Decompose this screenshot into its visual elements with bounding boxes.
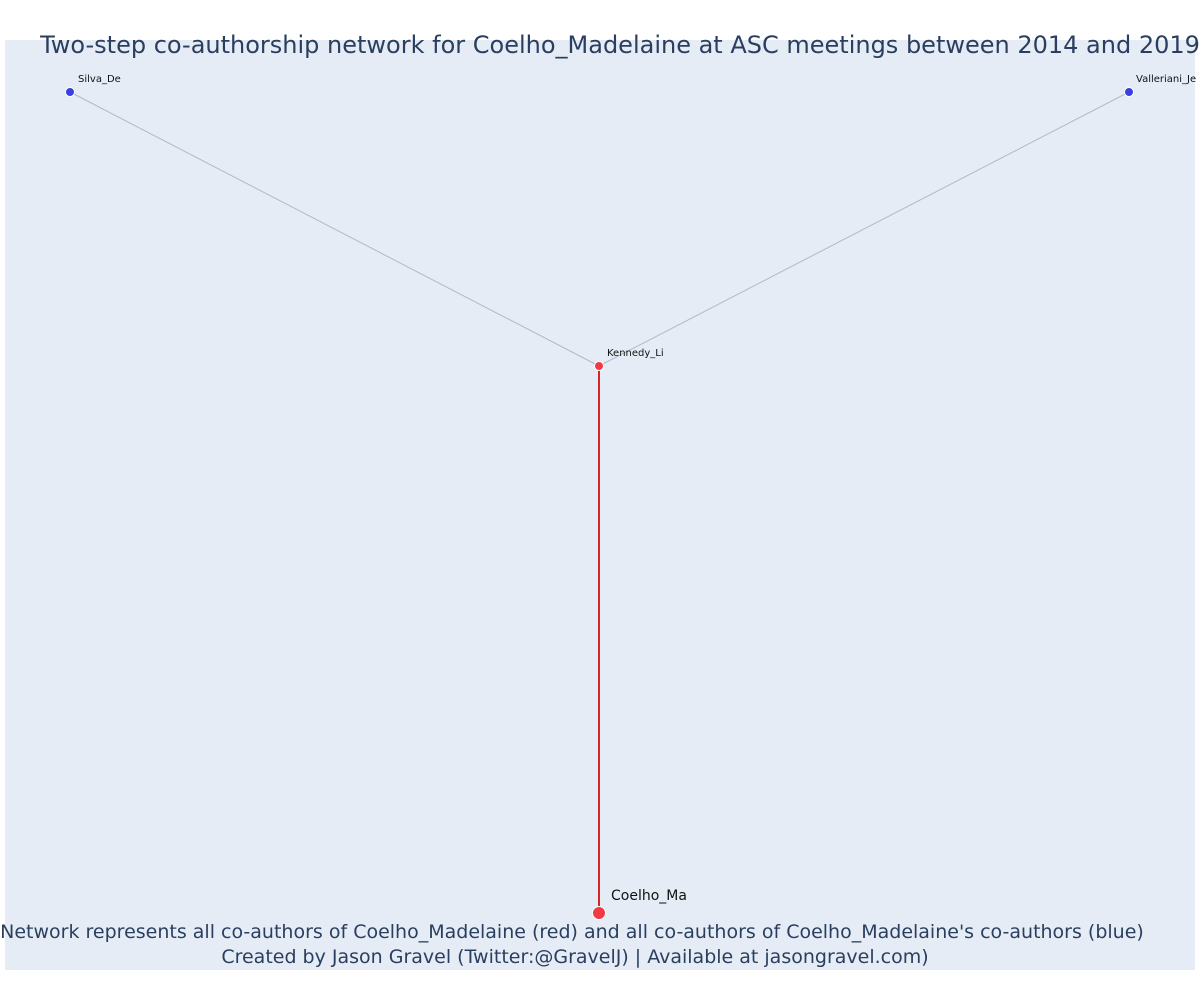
- node-Kennedy_Li[interactable]: [594, 361, 604, 371]
- node-label-Coelho_Ma: Coelho_Ma: [611, 888, 687, 904]
- nodes-layer: [65, 87, 1134, 920]
- node-Coelho_Ma[interactable]: [592, 906, 606, 920]
- edge-Kennedy_Li-Silva_De: [69, 91, 600, 367]
- labels-layer: Coelho_Ma Kennedy_Li Silva_De Valleriani_Je: [78, 74, 1196, 904]
- node-label-Valleriani_Je: Valleriani_Je: [1136, 74, 1196, 85]
- node-Valleriani_Je[interactable]: [1124, 87, 1134, 97]
- node-label-Silva_De: Silva_De: [78, 74, 121, 85]
- caption-line-2: Created by Jason Gravel (Twitter:@Gravel…: [221, 946, 928, 968]
- node-Silva_De[interactable]: [65, 87, 75, 97]
- caption-line-1: Network represents all co-authors of Coe…: [0, 921, 1144, 943]
- edges-layer: [69, 91, 1130, 913]
- chart-title: Two-step co-authorship network for Coelh…: [39, 31, 1200, 59]
- node-label-Kennedy_Li: Kennedy_Li: [607, 348, 664, 359]
- edge-Kennedy_Li-Valleriani_Je: [598, 91, 1130, 367]
